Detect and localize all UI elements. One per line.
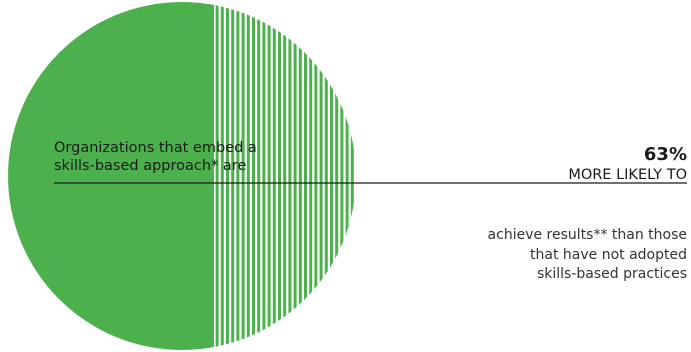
- stripe: [293, 2, 297, 350]
- left-caption-line-2: skills-based approach* are: [54, 158, 247, 174]
- stripe: [288, 2, 292, 350]
- stripe: [330, 2, 333, 350]
- stripe: [309, 2, 313, 350]
- stripe: [335, 2, 339, 350]
- stripe: [252, 2, 255, 350]
- stripe: [298, 2, 302, 350]
- description-line-1: achieve results** than those: [487, 227, 687, 243]
- pie-circle: [8, 0, 359, 352]
- stripe: [304, 2, 307, 350]
- stat-block: 63% MORE LIKELY TO: [568, 145, 687, 184]
- stripe: [345, 2, 349, 350]
- stripe: [246, 2, 250, 350]
- stripe: [226, 2, 229, 350]
- stat-label: MORE LIKELY TO: [568, 167, 687, 183]
- stripe: [220, 2, 224, 350]
- stripe: [257, 2, 261, 350]
- stripe: [314, 2, 318, 350]
- stripe: [356, 0, 359, 352]
- stripe: [215, 2, 219, 350]
- stat-value: 63%: [643, 144, 687, 165]
- description: achieve results** than those that have n…: [488, 226, 687, 285]
- pie-slice-striped: [215, 0, 359, 352]
- left-caption: Organizations that embed a skills-based …: [54, 139, 257, 175]
- stripe: [241, 2, 245, 350]
- pie-slice-solid: [8, 2, 214, 350]
- stripe: [324, 2, 328, 350]
- stripe: [340, 2, 344, 350]
- description-line-3: skills-based practices: [536, 266, 687, 282]
- stripe: [319, 2, 323, 350]
- stripe: [262, 2, 266, 350]
- stripe: [272, 2, 276, 350]
- stripe: [278, 2, 281, 350]
- left-caption-line-1: Organizations that embed a: [54, 140, 257, 156]
- stripe: [236, 2, 240, 350]
- description-line-2: that have not adopted: [530, 246, 687, 263]
- stripe: [267, 2, 271, 350]
- stripe: [350, 2, 354, 350]
- stripe: [283, 2, 287, 350]
- stripe: [231, 2, 235, 350]
